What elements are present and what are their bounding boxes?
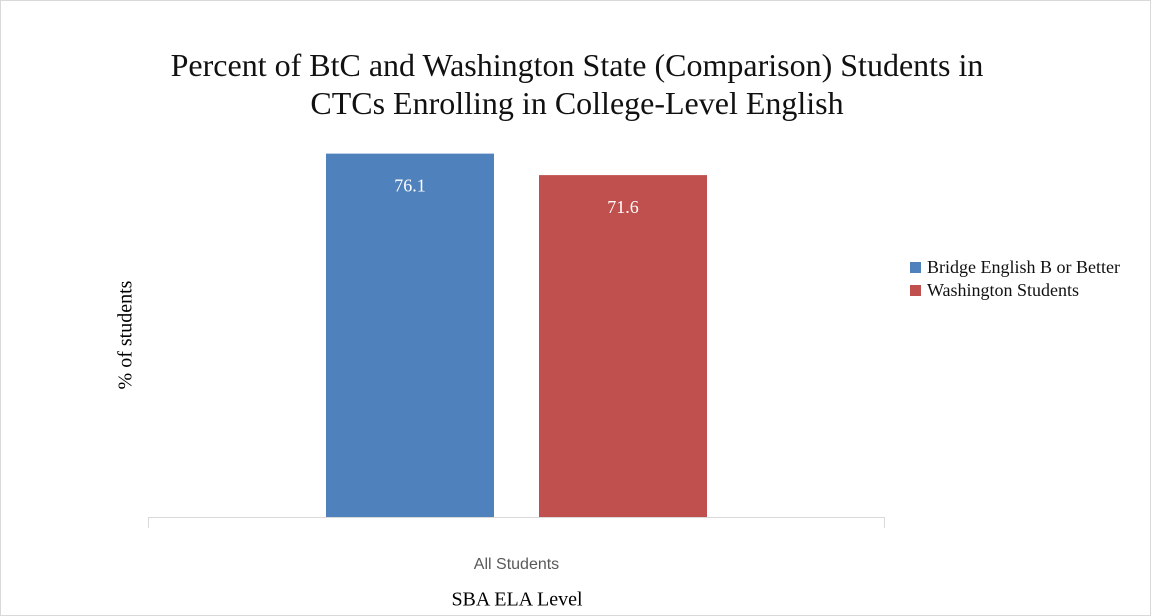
bar [539,175,707,518]
legend-item: Washington Students [910,279,1125,302]
legend-item: Bridge English B or Better [910,256,1125,279]
data-label: 76.1 [394,176,426,196]
data-label: 71.6 [607,197,639,217]
x-tick-label: All Students [474,556,559,573]
chart-title: Percent of BtC and Washington State (Com… [170,47,984,121]
y-axis-title: % of students [115,280,137,389]
legend-label: Washington Students [927,280,1080,300]
legend: Bridge English B or Better Washington Stu… [910,256,1125,302]
legend-label: Bridge English B or Better [927,257,1120,277]
bar [326,153,494,517]
legend-swatch [910,262,921,273]
x-axis-title: SBA ELA Level [451,589,583,611]
legend-swatch [910,285,921,296]
